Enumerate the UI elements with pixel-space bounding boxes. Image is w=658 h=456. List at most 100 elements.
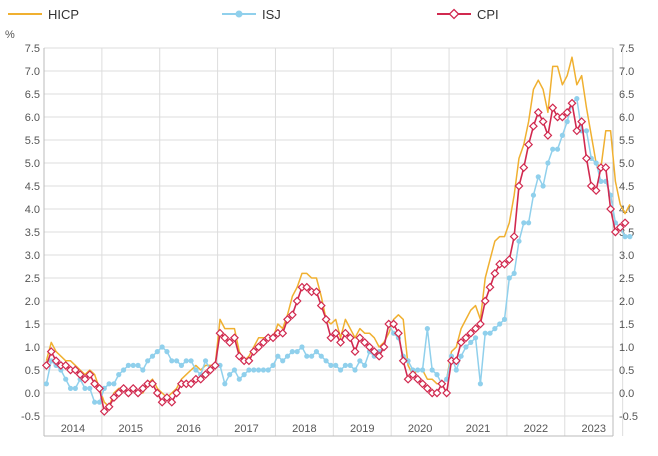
data-point-isj xyxy=(453,367,459,373)
data-point-isj xyxy=(174,358,180,364)
data-point-cpi xyxy=(350,347,360,357)
data-point-cpi xyxy=(345,333,355,343)
data-point-isj xyxy=(366,349,373,355)
data-point-isj xyxy=(309,353,315,359)
data-point-isj xyxy=(419,367,426,373)
y-tick-label-left: 0.0 xyxy=(25,388,40,400)
data-point-cpi xyxy=(244,356,254,366)
y-tick-label-right: 4.5 xyxy=(619,181,634,193)
data-point-isj xyxy=(135,362,141,368)
series-layer xyxy=(41,56,633,416)
data-point-cpi xyxy=(538,117,548,127)
data-point-isj xyxy=(468,339,474,345)
data-point-cpi xyxy=(393,328,403,338)
data-point-cpi xyxy=(418,379,427,389)
legend-marker-diamond xyxy=(448,8,460,20)
data-point-isj xyxy=(217,362,223,368)
data-point-isj xyxy=(140,367,146,373)
data-point-cpi xyxy=(104,402,114,412)
data-point-isj xyxy=(43,381,50,387)
data-point-isj xyxy=(193,367,199,373)
y-tick-label-left: 6.5 xyxy=(25,89,40,101)
data-point-isj xyxy=(227,372,233,378)
x-tick-label-year: 2021 xyxy=(466,423,490,435)
data-point-cpi xyxy=(451,356,461,366)
axes: 7.5 7.5 7.0 7.0 6.5 6.5 6.0 6.0 5.5 5.5 5.0 5.0 4.5 4… xyxy=(21,43,638,437)
data-point-isj xyxy=(145,358,151,364)
data-point-isj xyxy=(280,358,286,364)
data-point-cpi xyxy=(471,324,481,334)
data-point-isj xyxy=(506,275,512,281)
data-point-isj xyxy=(521,220,527,226)
data-point-isj xyxy=(342,362,348,368)
series-isj xyxy=(43,96,633,405)
data-point-isj xyxy=(101,385,107,391)
data-point-isj xyxy=(246,367,252,373)
data-point-isj xyxy=(255,367,262,373)
data-point-cpi xyxy=(287,310,297,320)
data-point-isj xyxy=(304,353,310,359)
data-point-isj xyxy=(130,362,136,368)
data-point-cpi xyxy=(162,393,172,403)
data-point-cpi xyxy=(210,360,220,370)
data-point-isj xyxy=(48,358,54,364)
data-point-cpi xyxy=(249,347,259,357)
y-tick-label-right: 6.5 xyxy=(619,89,634,101)
data-point-isj xyxy=(477,381,483,387)
data-point-cpi xyxy=(128,383,138,393)
data-point-cpi xyxy=(331,328,341,338)
data-point-isj xyxy=(492,326,498,332)
data-point-isj xyxy=(410,367,416,373)
data-point-isj xyxy=(149,353,156,359)
data-point-isj xyxy=(313,349,320,355)
data-point-isj xyxy=(77,376,83,382)
data-point-isj xyxy=(424,326,430,332)
legend-item-isj[interactable]: ISJ xyxy=(222,7,281,22)
data-point-isj xyxy=(169,358,175,364)
y-tick-label-right: 7.5 xyxy=(619,43,634,55)
data-point-isj xyxy=(125,362,131,368)
data-point-isj xyxy=(593,160,599,166)
data-point-cpi xyxy=(220,333,230,343)
data-point-isj xyxy=(540,183,546,189)
data-point-isj xyxy=(559,132,565,138)
data-point-isj xyxy=(487,330,493,336)
data-point-cpi xyxy=(543,130,553,140)
data-point-cpi xyxy=(157,397,167,407)
data-point-isj xyxy=(434,372,440,378)
legend-item-cpi[interactable]: CPI xyxy=(437,7,499,22)
x-tick-label-year: 2017 xyxy=(234,423,258,435)
data-point-isj xyxy=(294,349,300,355)
y-tick-label-left: 3.5 xyxy=(25,227,40,239)
data-point-isj xyxy=(318,353,324,359)
data-point-cpi xyxy=(41,360,51,370)
legend-item-hicp[interactable]: HICP xyxy=(8,7,79,22)
data-point-cpi xyxy=(369,347,379,357)
data-point-cpi xyxy=(302,282,312,292)
y-tick-label-right: 5.0 xyxy=(619,158,634,170)
data-point-cpi xyxy=(268,333,278,343)
data-point-isj xyxy=(482,330,488,336)
data-point-isj xyxy=(627,234,633,240)
data-point-isj xyxy=(526,220,532,226)
data-point-cpi xyxy=(109,393,119,403)
data-point-isj xyxy=(87,385,93,391)
data-point-cpi xyxy=(355,333,365,343)
data-point-isj xyxy=(63,376,69,382)
data-point-cpi xyxy=(615,222,625,232)
data-point-isj xyxy=(550,146,556,152)
y-tick-label-right: 7.0 xyxy=(619,66,634,78)
data-point-isj xyxy=(198,372,204,378)
y-tick-label-right: 6.0 xyxy=(619,112,634,124)
data-point-cpi xyxy=(138,383,148,393)
data-point-cpi xyxy=(379,342,389,352)
data-point-cpi xyxy=(316,301,326,311)
data-point-isj xyxy=(405,358,411,364)
data-point-cpi xyxy=(80,374,90,384)
data-point-cpi xyxy=(99,406,109,416)
data-point-isj xyxy=(260,367,267,373)
data-point-cpi xyxy=(186,379,196,389)
data-point-cpi xyxy=(336,337,346,347)
legend[interactable]: HICP ISJ CPI xyxy=(8,7,499,22)
